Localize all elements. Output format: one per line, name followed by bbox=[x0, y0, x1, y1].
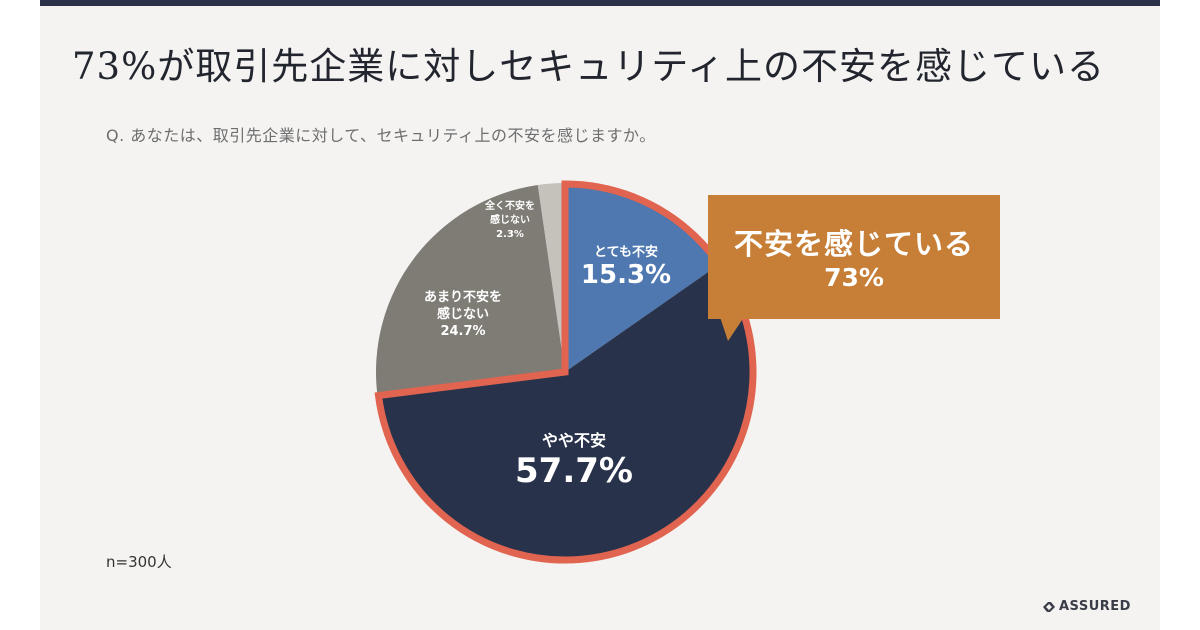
slice-category: やや不安 bbox=[541, 431, 606, 450]
slice-category-line: あまり不安を bbox=[423, 290, 503, 305]
slice-category: とても不安 bbox=[594, 245, 658, 260]
slice-category-line: 感じない bbox=[436, 307, 490, 322]
pie-slice-not-very-anxious bbox=[375, 184, 565, 396]
callout-pointer bbox=[720, 317, 744, 341]
chart-title: 73%が取引先企業に対しセキュリティ上の不安を感じている bbox=[72, 45, 1106, 88]
sample-size: n=300人 bbox=[106, 553, 172, 571]
highlight-callout: 不安を感じている 73% bbox=[708, 195, 1000, 319]
slice-category-line: 全く不安を bbox=[485, 201, 535, 212]
slice-label-somewhat-anxious: やや不安 57.7% bbox=[515, 427, 633, 491]
pie-slice-somewhat-anxious bbox=[377, 263, 754, 562]
slice-value: 57.7% bbox=[515, 451, 633, 491]
slice-value: 2.3% bbox=[496, 229, 524, 240]
highlight-outline bbox=[374, 180, 757, 564]
slice-label-very-anxious: とても不安 15.3% bbox=[581, 241, 671, 290]
top-accent-bar bbox=[40, 0, 1160, 6]
pie-slice-not-at-all-anxious bbox=[537, 183, 565, 372]
slice-value: 15.3% bbox=[580, 260, 672, 290]
pie-slice-very-anxious bbox=[565, 183, 720, 372]
callout-value: 73% bbox=[824, 263, 884, 292]
slice-value: 24.7% bbox=[440, 324, 486, 339]
survey-question: Q. あなたは、取引先企業に対して、セキュリティ上の不安を感じますか。 bbox=[106, 126, 656, 145]
slice-category-line: 感じない bbox=[490, 215, 530, 226]
assured-logo-icon bbox=[1043, 601, 1055, 612]
brand-name: ASSURED bbox=[1059, 599, 1131, 614]
brand-logo: ASSURED bbox=[1042, 599, 1131, 614]
slice-label-not-at-all: 全く不安を 感じない 2.3% bbox=[485, 200, 535, 242]
callout-label: 不安を感じている bbox=[733, 227, 974, 261]
slice-label-not-very: あまり不安を 感じない 24.7% bbox=[424, 289, 502, 340]
